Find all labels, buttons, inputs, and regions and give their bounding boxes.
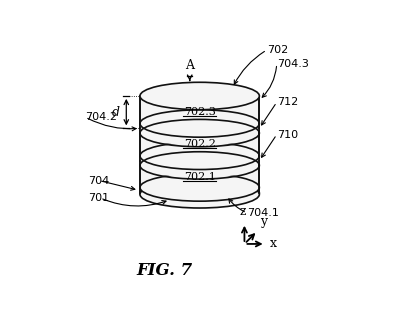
Ellipse shape — [140, 110, 259, 146]
Text: 704.1: 704.1 — [247, 208, 279, 218]
Ellipse shape — [140, 179, 259, 207]
Ellipse shape — [140, 82, 259, 109]
Text: 704.2: 704.2 — [85, 112, 117, 122]
Text: d: d — [112, 106, 120, 119]
Text: x: x — [270, 237, 277, 250]
Text: FIG. 7: FIG. 7 — [137, 262, 193, 278]
Text: 702.1: 702.1 — [184, 172, 216, 182]
Ellipse shape — [140, 143, 259, 178]
Text: 702.3: 702.3 — [184, 107, 216, 117]
Text: A: A — [185, 59, 194, 72]
Text: 712: 712 — [277, 97, 298, 107]
Text: 704.3: 704.3 — [277, 59, 309, 68]
Text: 704: 704 — [88, 175, 109, 185]
Text: y: y — [261, 215, 267, 228]
Polygon shape — [140, 161, 259, 193]
Text: 710: 710 — [277, 130, 298, 140]
Polygon shape — [140, 96, 259, 128]
Text: 702: 702 — [267, 45, 288, 55]
Ellipse shape — [140, 174, 259, 201]
Text: z: z — [240, 205, 247, 218]
Ellipse shape — [140, 181, 259, 208]
Polygon shape — [140, 128, 259, 161]
Text: 701: 701 — [88, 193, 109, 203]
Text: 702.2: 702.2 — [184, 140, 216, 150]
